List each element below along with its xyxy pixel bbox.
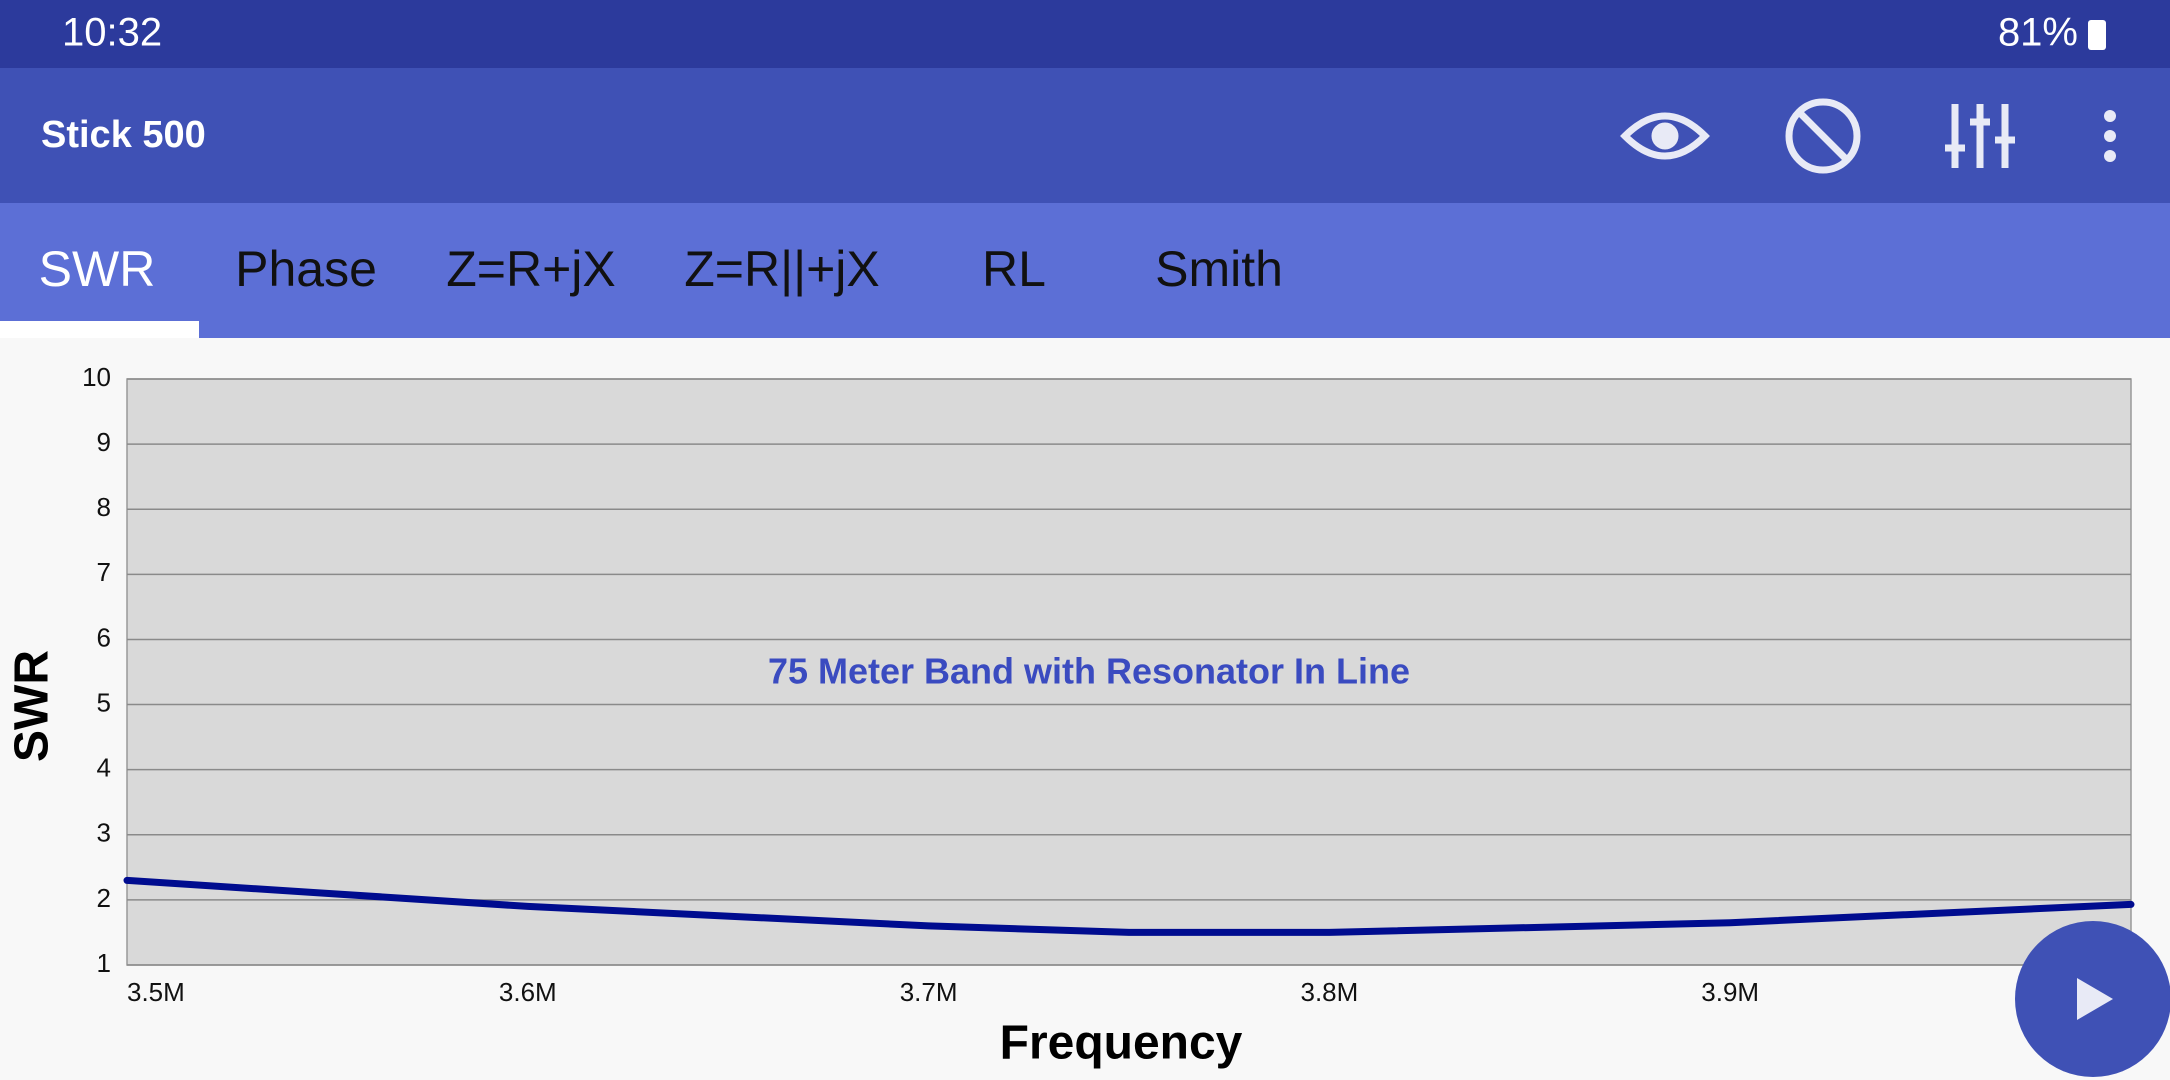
- sliders-icon[interactable]: [1945, 104, 2015, 168]
- eye-pupil: [1651, 122, 1679, 150]
- y-tick-label: 8: [97, 492, 111, 522]
- toolbar-icons: [1620, 98, 2015, 174]
- y-tick-label: 4: [97, 753, 111, 783]
- eye-icon[interactable]: [1620, 112, 1710, 160]
- y-tick-label: 5: [97, 687, 111, 717]
- x-tick-label: 3.8M: [1300, 977, 1358, 1007]
- y-tick-label: 2: [97, 883, 111, 913]
- y-axis-title: SWR: [6, 650, 59, 762]
- y-tick-label: 7: [97, 557, 111, 587]
- overflow-menu[interactable]: [2104, 110, 2116, 162]
- y-tick-label: 10: [82, 362, 111, 392]
- tab[interactable]: Phase: [235, 241, 377, 297]
- x-tick-label: 3.5M: [127, 977, 185, 1007]
- cancel-icon[interactable]: [1785, 98, 1861, 174]
- status-battery: 81%: [1998, 11, 2078, 55]
- x-tick-label: 3.6M: [499, 977, 557, 1007]
- status-time: 10:32: [62, 11, 162, 55]
- chart-annotation: 75 Meter Band with Resonator In Line: [768, 651, 1410, 692]
- x-tick-label: 3.9M: [1701, 977, 1759, 1007]
- tab-indicator: [0, 321, 199, 338]
- y-tick-label: 1: [97, 948, 111, 978]
- x-axis-title: Frequency: [1000, 1017, 1243, 1070]
- y-tick-label: 9: [97, 427, 111, 457]
- plot-area: [126, 378, 2132, 966]
- toolbar: [0, 68, 2170, 203]
- battery-icon: [2088, 20, 2106, 50]
- tab[interactable]: Smith: [1155, 241, 1283, 297]
- tab-bar: [0, 203, 2170, 338]
- x-tick-label: 3.7M: [900, 977, 958, 1007]
- play-icon: [2077, 978, 2113, 1020]
- toolbar-title: Stick 500: [41, 114, 206, 156]
- tab[interactable]: RL: [982, 241, 1046, 297]
- y-tick-label: 6: [97, 622, 111, 652]
- tab[interactable]: SWR: [39, 241, 156, 297]
- cancel-slash: [1796, 109, 1850, 163]
- swr-line: [123, 876, 2135, 936]
- tab[interactable]: Z=R||+jX: [684, 241, 879, 297]
- status-bar: [0, 0, 2170, 68]
- y-tick-label: 3: [97, 818, 111, 848]
- tab[interactable]: Z=R+jX: [446, 241, 616, 297]
